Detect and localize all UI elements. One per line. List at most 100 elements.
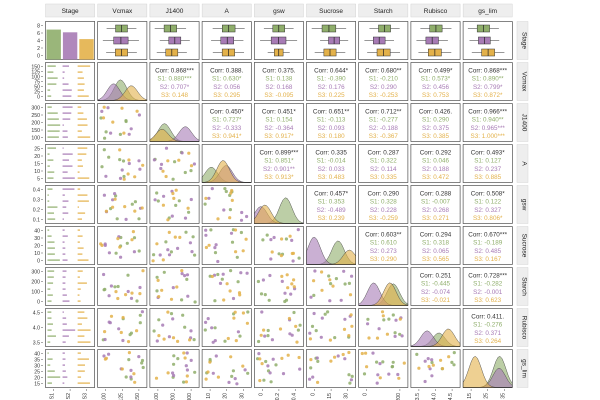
correlation-text: S3: 0.180 xyxy=(318,133,345,140)
scatter-point xyxy=(220,277,224,281)
scatter-point xyxy=(123,205,127,209)
scatter-point xyxy=(221,272,225,276)
correlation-text: Corr: 0.966*** xyxy=(468,109,507,116)
scatter-point xyxy=(119,255,123,259)
scatter-point xyxy=(204,228,208,232)
correlation-text: S3: 0.872* xyxy=(473,92,503,99)
y-tick-label: 30 xyxy=(34,236,40,242)
scatter-point xyxy=(452,351,456,355)
y-tick-label: 0.2 xyxy=(33,208,40,214)
correlation-text: S1: -0.189 xyxy=(473,240,503,247)
scatter-point xyxy=(152,253,156,257)
y-tick-label: 25 xyxy=(34,370,40,376)
row-header-label: A xyxy=(521,161,528,166)
panel-Vcmax-Vcmax xyxy=(97,62,148,101)
scatter-point xyxy=(130,291,134,295)
faceted-histogram-bar xyxy=(62,171,68,173)
scatter-point xyxy=(274,363,278,367)
scatter-point xyxy=(166,159,170,163)
y-tick-label: 15 xyxy=(34,382,40,388)
faceted-histogram-bar xyxy=(62,65,70,67)
scatter-point xyxy=(122,177,126,181)
scatter-point xyxy=(402,361,406,365)
faceted-histogram-bar xyxy=(77,188,81,190)
x-tick-label: 15 xyxy=(467,393,473,399)
scatter-point xyxy=(157,334,161,338)
scatter-point xyxy=(130,202,134,206)
column-header-label: Vcmax xyxy=(112,8,133,15)
scatter-point xyxy=(296,228,300,232)
scatter-point xyxy=(312,311,316,316)
panel-frame xyxy=(358,226,409,265)
panel-frame xyxy=(306,185,357,224)
scatter-point xyxy=(235,255,239,259)
column-header-strip xyxy=(45,3,95,18)
x-tick-label: 30 xyxy=(344,393,350,399)
faceted-histogram-bar xyxy=(47,165,50,167)
scatter-point xyxy=(375,336,380,340)
row-header-strip xyxy=(516,267,529,306)
row-header-strip xyxy=(516,185,529,224)
panel-frame xyxy=(306,144,357,183)
correlation-text: Corr: 0.251 xyxy=(420,273,452,280)
column-header-label: gsw xyxy=(273,8,285,15)
scatter-point xyxy=(241,311,245,315)
correlation-text: S3: 0.565 xyxy=(422,256,449,263)
faceted-histogram-bar xyxy=(47,229,50,231)
scatter-point xyxy=(258,379,262,383)
correlation-text: S3: -0.259 xyxy=(369,215,399,222)
scatter-point xyxy=(366,322,370,326)
scatter-point xyxy=(102,288,106,292)
density-curve xyxy=(149,128,200,142)
y-tick-label: 35 xyxy=(34,358,40,364)
correlation-text: S2: 0.176 xyxy=(318,84,345,91)
scatter-point xyxy=(154,376,159,380)
scatter-point xyxy=(222,208,226,212)
panel-gs_lim-Rubisco xyxy=(410,349,461,388)
scatter-point xyxy=(261,278,265,282)
scatter-point xyxy=(127,358,131,362)
panel-Stage-Rubisco xyxy=(410,21,461,60)
faceted-histogram-bar xyxy=(77,89,84,91)
scatter-point xyxy=(107,251,111,255)
scatter-point xyxy=(111,120,115,124)
scatter-point xyxy=(339,298,343,302)
scatter-point xyxy=(229,191,233,195)
faceted-histogram-bar xyxy=(77,218,83,220)
y-tick-label: 0.1 xyxy=(33,218,40,224)
panel-frame xyxy=(201,267,252,306)
faceted-histogram-bar xyxy=(47,212,55,214)
correlation-text: S3: 0.385 xyxy=(422,133,449,140)
faceted-histogram-bar xyxy=(47,294,53,296)
faceted-histogram-bar xyxy=(77,235,83,237)
scatter-point xyxy=(166,248,170,252)
scatter-point xyxy=(246,371,250,375)
scatter-point xyxy=(328,338,332,342)
panel-Sucrose-gsw xyxy=(254,226,304,265)
faceted-histogram-bar xyxy=(77,194,88,196)
correlation-text: S1: 0.138 xyxy=(265,76,292,83)
faceted-histogram-bar xyxy=(77,352,81,354)
scatter-point xyxy=(393,331,397,335)
scatter-point xyxy=(104,130,108,134)
faceted-histogram-bar xyxy=(77,358,89,360)
faceted-histogram-bar xyxy=(62,71,65,73)
scatter-point xyxy=(375,381,379,385)
correlation-text: Corr: 0.670*** xyxy=(468,232,507,239)
y-tick-label: 250 xyxy=(31,113,40,119)
scatter-point xyxy=(103,136,107,140)
scatter-point xyxy=(161,169,165,173)
correlation-text: S1: 0.851* xyxy=(264,158,294,165)
panel-frame xyxy=(410,144,461,183)
scatter-point xyxy=(268,371,272,375)
faceted-histogram-bar xyxy=(62,311,64,313)
faceted-histogram-bar xyxy=(47,124,61,126)
column-header-strip xyxy=(410,3,461,18)
scatter-point xyxy=(259,292,264,296)
correlation-text: S2: -0.188 xyxy=(369,125,399,132)
correlation-text: S1: 0.630* xyxy=(212,76,242,83)
faceted-histogram-bar xyxy=(47,370,55,372)
